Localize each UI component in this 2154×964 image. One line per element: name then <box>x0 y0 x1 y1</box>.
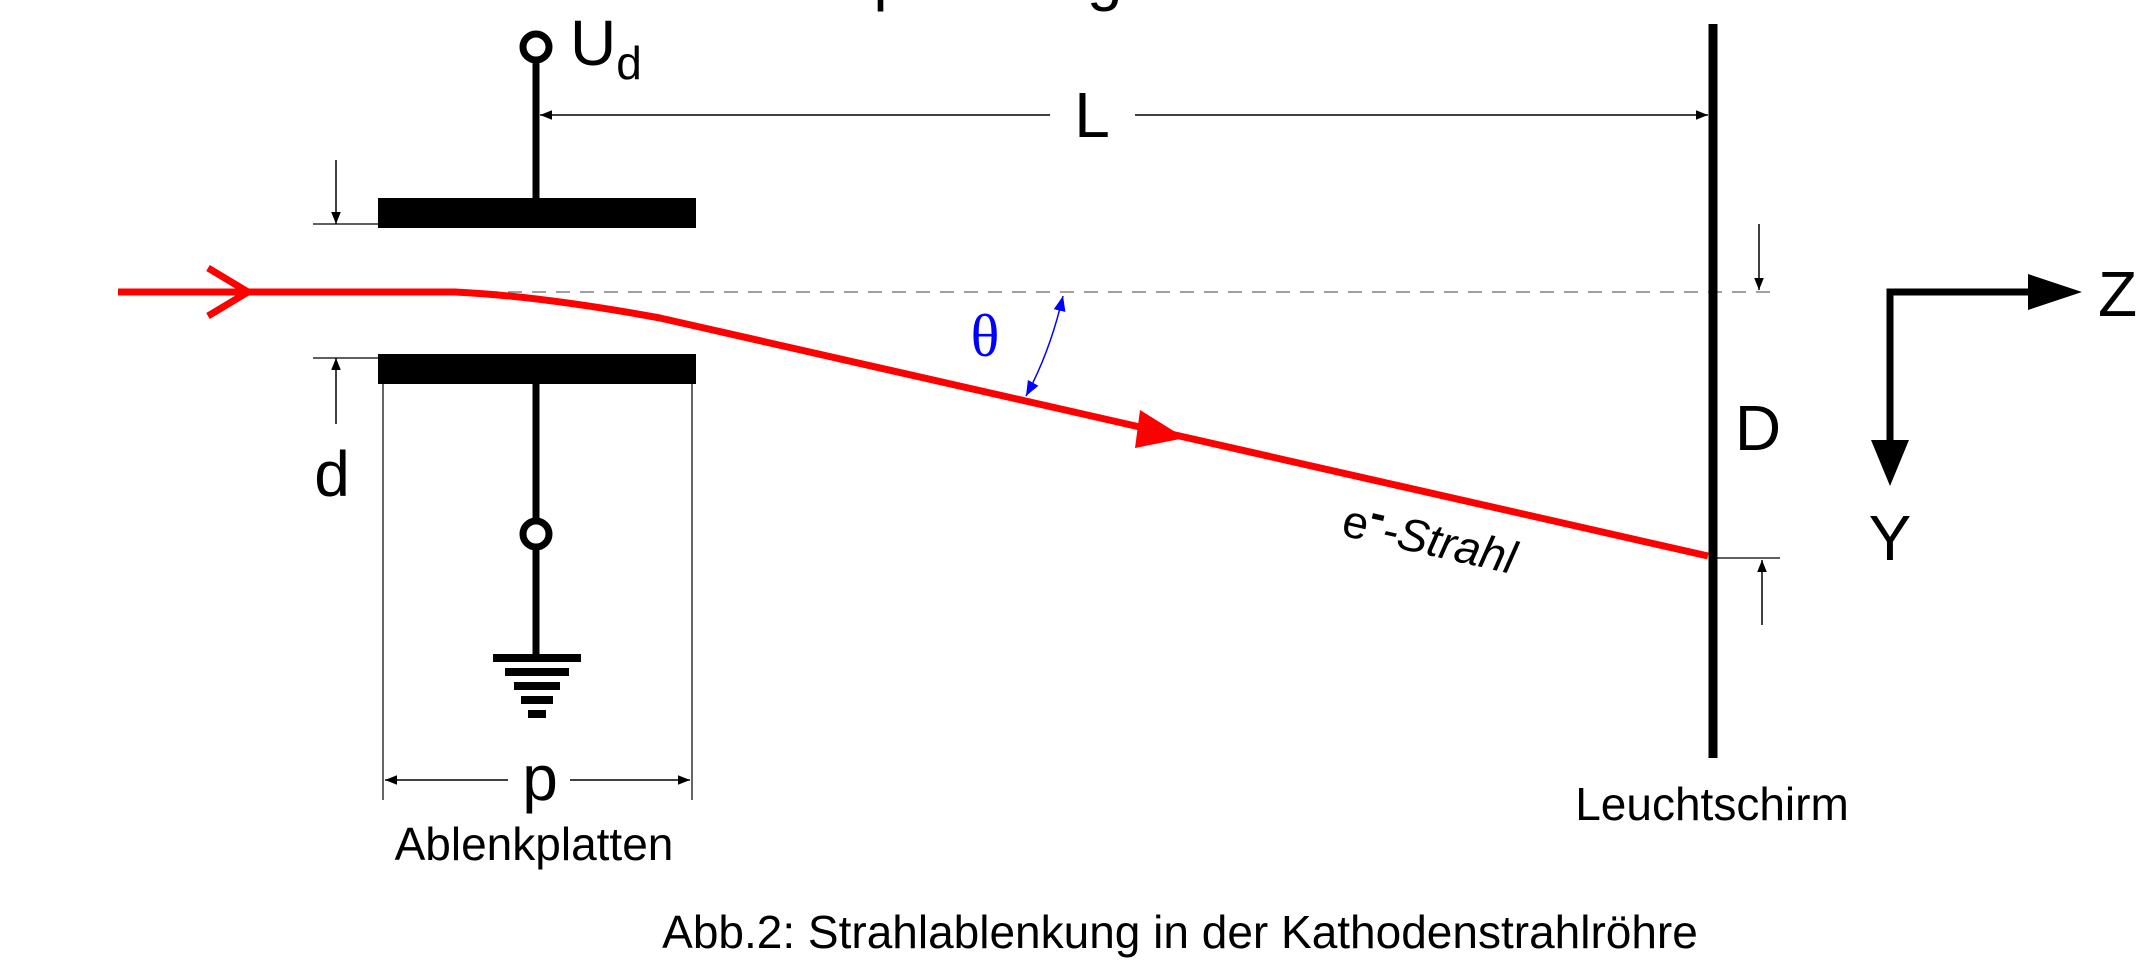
upper-terminal: Ud <box>519 7 642 202</box>
title-fragment: ...pannung U <box>820 0 1187 12</box>
figure-caption: Abb.2: Strahlablenkung in der Kathodenst… <box>662 906 1698 958</box>
beam-path <box>118 288 1709 560</box>
L-label: L <box>1074 79 1110 151</box>
beam-direction-arrow-icon <box>1135 410 1185 448</box>
screen-label: Leuchtschirm <box>1575 778 1849 830</box>
upper-terminal-circle <box>519 30 553 64</box>
angle-theta: θ <box>971 295 1066 397</box>
length-L-dimension: L <box>540 79 1708 151</box>
title-fragment-text: ...pannung U <box>820 0 1187 12</box>
plates-label: Ablenkplatten <box>395 818 674 870</box>
ud-label: Ud <box>570 7 642 89</box>
D-label: D <box>1735 392 1781 464</box>
p-label: p <box>522 742 558 814</box>
y-axis-label: Y <box>1869 502 1912 574</box>
deflection-D-dimension: D <box>1713 224 1781 625</box>
d-label: d <box>314 438 350 510</box>
coordinate-axes: Z Y <box>1869 258 2137 574</box>
z-axis-label: Z <box>2098 258 2137 330</box>
lower-plate <box>378 354 696 384</box>
theta-label: θ <box>971 303 1000 369</box>
electron-beam <box>118 264 1709 560</box>
ground-icon <box>493 654 581 718</box>
lower-terminal-circle <box>519 517 553 551</box>
beam-input-arrow-icon <box>206 264 255 320</box>
y-axis-arrow-icon <box>1871 440 1909 486</box>
plate-gap-d-dimension: d <box>313 160 378 510</box>
z-axis-arrow-icon <box>2028 274 2082 310</box>
plate-length-p-dimension: p <box>382 384 693 814</box>
upper-plate <box>378 198 696 228</box>
lower-terminal <box>519 384 553 656</box>
